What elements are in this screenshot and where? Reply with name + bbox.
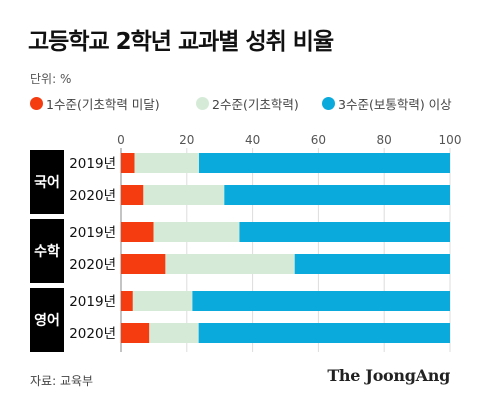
subject-box <box>30 150 64 214</box>
bar-segment <box>121 185 144 205</box>
legend-item-level1: 1수준(기초학력 미달) <box>30 94 160 113</box>
legend-label-level2: 2수준(기초학력) <box>212 97 299 112</box>
bar-segment <box>121 291 133 311</box>
year-label: 2020년 <box>69 188 116 204</box>
bar-segment <box>165 254 295 274</box>
legend-label-level1: 1수준(기초학력 미달) <box>46 97 160 112</box>
year-label: 2020년 <box>69 257 116 273</box>
bar-segment <box>198 153 450 173</box>
bar-segment <box>294 254 450 274</box>
bar-segment <box>224 185 450 205</box>
legend-item-level3: 3수준(보통학력) 이상 <box>322 94 452 113</box>
bar-segment <box>134 153 199 173</box>
bar-segment <box>239 222 450 242</box>
chart-title: 고등학교 2학년 교과별 성취 비율 <box>28 29 334 55</box>
year-label: 2020년 <box>69 326 116 342</box>
subject-box <box>30 219 64 283</box>
bar-segment <box>121 153 135 173</box>
subject-box <box>30 288 64 352</box>
x-tick-label: 40 <box>245 133 260 147</box>
legend-swatch-level2 <box>196 97 209 110</box>
bar-segment <box>153 222 240 242</box>
bar-segment <box>143 185 225 205</box>
unit-label: 단위: % <box>30 72 72 86</box>
x-tick-label: 100 <box>439 133 462 147</box>
year-label: 2019년 <box>69 156 116 172</box>
x-tick-label: 0 <box>117 133 125 147</box>
year-label: 2019년 <box>69 225 116 241</box>
subject-label: 영어 <box>34 312 60 329</box>
bar-segment <box>121 254 166 274</box>
bar-segment <box>121 323 150 343</box>
year-label: 2019년 <box>69 294 116 310</box>
legend-label-level3: 3수준(보통학력) 이상 <box>338 97 452 112</box>
bar-segment <box>149 323 199 343</box>
brand-logo: The JoongAng <box>327 366 450 385</box>
bar-segment <box>198 323 450 343</box>
legend-item-level2: 2수준(기초학력) <box>196 94 299 113</box>
legend-swatch-level1 <box>30 97 43 110</box>
x-tick-label: 20 <box>179 133 194 147</box>
bar-segment <box>132 291 193 311</box>
bar-segment <box>121 222 154 242</box>
x-tick-label: 60 <box>311 133 326 147</box>
source-note: 자료: 교육부 <box>30 374 94 388</box>
bar-segment <box>192 291 450 311</box>
subject-label: 수학 <box>34 244 60 260</box>
legend-swatch-level3 <box>322 97 335 110</box>
x-tick-label: 80 <box>377 133 392 147</box>
subject-label: 국어 <box>34 174 60 191</box>
